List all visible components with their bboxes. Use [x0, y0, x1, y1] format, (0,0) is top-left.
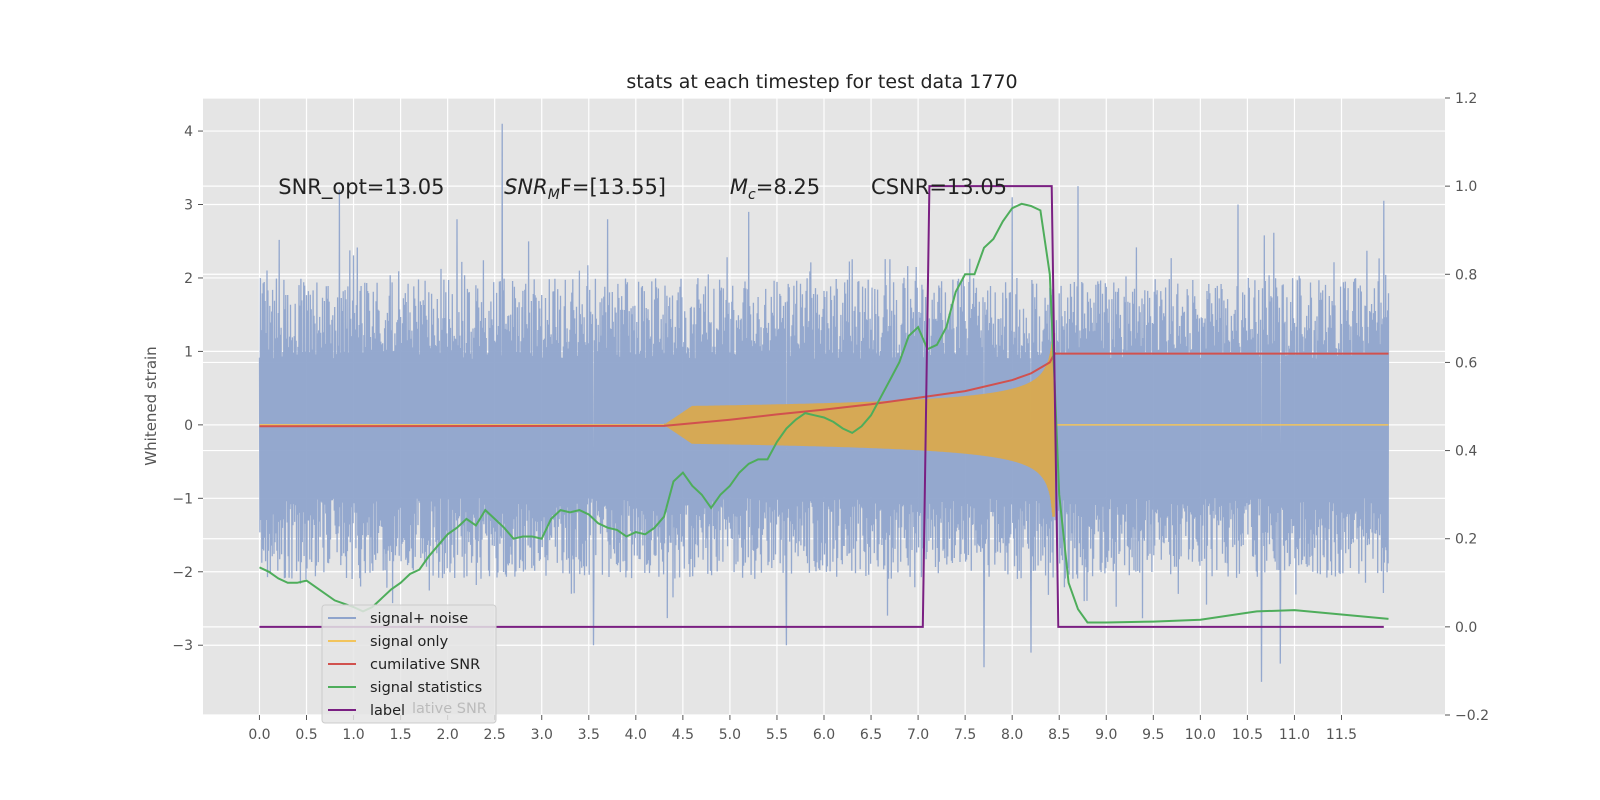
- annotations: SNR_opt=13.05 SNRMF=[13.55] Mc=8.25 CSNR=13…: [278, 175, 1007, 203]
- x-tick-label: 7.5: [954, 727, 976, 743]
- y2-tick-label: 0.2: [1455, 532, 1477, 548]
- annotation-suffix: F=[13.55]: [560, 175, 666, 199]
- series-label-line: [259, 185, 1384, 628]
- annotation: SNR_opt=13.05: [278, 175, 444, 200]
- series-signal-statistics-line: [259, 202, 1389, 624]
- x-tick-label: 10.0: [1185, 727, 1216, 743]
- x-tick-label: 4.5: [672, 727, 694, 743]
- y2-tick-label: 1.2: [1455, 91, 1477, 107]
- x-tick-label: 3.5: [578, 727, 600, 743]
- series-signal-only-chirp: [663, 332, 1056, 517]
- annotation-suffix: =8.25: [756, 175, 820, 199]
- legend-label: signal statistics: [370, 680, 482, 696]
- y-tick-label: 0: [184, 418, 193, 434]
- annotation-main: M: [730, 175, 748, 199]
- series-cumilative-snr-line: [259, 352, 1389, 428]
- y2-tick-label: −0.2: [1455, 708, 1489, 724]
- x-tick-label: 11.0: [1279, 727, 1310, 743]
- x-tick-label: 2.0: [437, 727, 459, 743]
- y-tick-label: 2: [184, 271, 193, 287]
- x-tick-label: 4.0: [625, 727, 647, 743]
- x-tick-label: 1.5: [389, 727, 411, 743]
- x-tick-label: 8.0: [1001, 727, 1023, 743]
- x-tick-label: 7.0: [907, 727, 929, 743]
- legend-ghost-text: lative SNR: [412, 701, 487, 717]
- x-tick-label: 5.0: [719, 727, 741, 743]
- legend-label: label: [370, 703, 405, 719]
- x-tick-label: 8.5: [1048, 727, 1070, 743]
- x-tick-label: 1.0: [342, 727, 364, 743]
- annotation-subscript: M: [548, 187, 560, 203]
- x-tick-label: 9.0: [1095, 727, 1117, 743]
- x-tick-label: 9.5: [1142, 727, 1164, 743]
- series-signal-noise-line: [258, 123, 1390, 682]
- x-tick-label: 6.0: [813, 727, 835, 743]
- y-axis-label: Whitened strain: [142, 346, 160, 465]
- y-tick-label: −2: [172, 565, 193, 581]
- legend-box: [321, 604, 497, 724]
- x-tick-label: 0.5: [295, 727, 317, 743]
- x-tick-label: 10.5: [1232, 727, 1263, 743]
- x-tick-label: 6.5: [860, 727, 882, 743]
- y-tick-label: 4: [184, 124, 193, 140]
- x-tick-label: 3.0: [531, 727, 553, 743]
- annotation-main: SNR: [504, 175, 548, 199]
- y2-tick-label: 0.8: [1455, 267, 1477, 283]
- legend: lative SNR signal+ noise signal only cumila…: [321, 604, 497, 724]
- y2-tick-label: 1.0: [1455, 179, 1477, 195]
- x-tick-label: 2.5: [484, 727, 506, 743]
- annotation: CSNR=13.05: [871, 175, 1007, 199]
- annotation-subscript: c: [748, 187, 756, 203]
- x-tick-label: 0.0: [248, 727, 270, 743]
- y2-tick-label: 0.4: [1455, 444, 1477, 460]
- legend-label: signal+ noise: [370, 611, 468, 627]
- x-tick-label: 11.5: [1326, 727, 1357, 743]
- y2-tick-label: 0.0: [1455, 620, 1477, 636]
- y-tick-label: 1: [184, 344, 193, 360]
- chart-title: stats at each timestep for test data 177…: [626, 71, 1017, 93]
- legend-label: signal only: [370, 634, 449, 650]
- y2-tick-label: 0.6: [1455, 355, 1477, 371]
- y-tick-label: 3: [184, 198, 193, 214]
- y-tick-label: −3: [172, 638, 193, 654]
- axes: 0.0 0.5 1.0 1.5 2.0 2.5 3.0 3.5 4.0 4.5 5.0 5.5 6.0 6…: [172, 91, 1489, 743]
- x-tick-label: 5.5: [766, 727, 788, 743]
- plot-area: [258, 123, 1390, 682]
- legend-label: cumilative SNR: [370, 657, 480, 673]
- annotation: Mc=8.25: [730, 175, 820, 203]
- annotation: SNRMF=[13.55]: [504, 175, 666, 203]
- y-tick-label: −1: [172, 491, 193, 507]
